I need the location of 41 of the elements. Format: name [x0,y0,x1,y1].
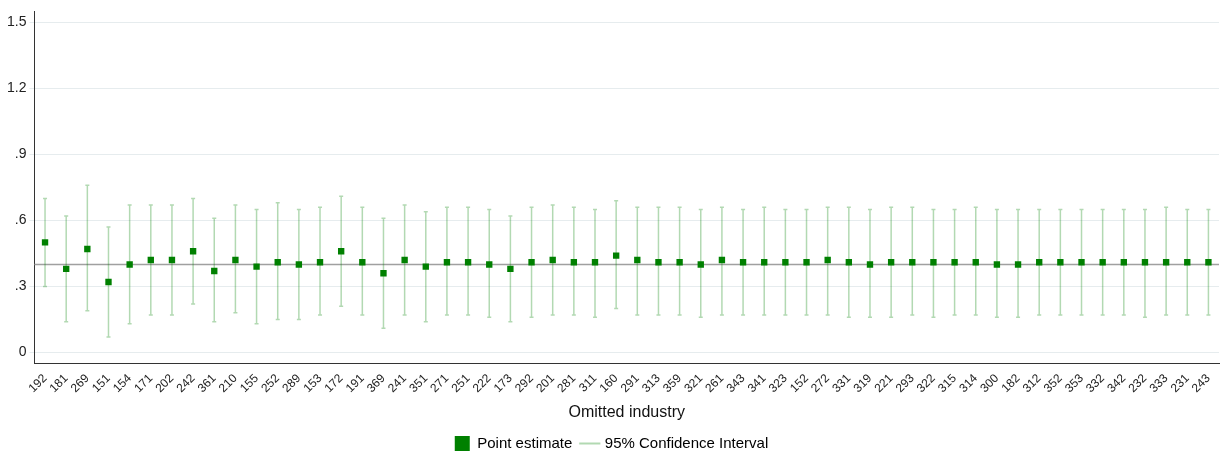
y-tick-label: 1.5 [6,13,27,30]
point [803,259,810,266]
point [232,256,239,264]
x-axis-title: Omitted industry [568,402,685,420]
y-tick-label: 1.2 [6,79,27,96]
y-tick-label: .3 [14,277,27,294]
point [380,270,387,277]
point [105,278,112,286]
point [359,259,366,266]
point [782,259,789,266]
point [295,261,303,268]
point [1099,259,1106,266]
point [930,259,937,266]
point [41,239,49,246]
y-tick-label: .6 [14,211,27,228]
point [486,261,493,268]
point [253,263,260,270]
legend-label: Point estimate [477,433,573,451]
point [1078,259,1085,266]
point [993,261,1001,268]
point [211,267,218,275]
point [676,259,683,266]
point [697,261,704,268]
point [655,259,662,266]
point [1014,261,1022,268]
point [84,245,91,253]
y-tick-label: 0 [18,343,27,360]
point [866,261,874,268]
point [612,252,620,259]
point [422,263,429,270]
point [739,259,747,266]
y-tick-label: .9 [14,145,27,162]
point [1205,259,1212,266]
point [126,261,133,268]
point [1057,259,1064,266]
point [951,259,958,266]
text: 95% Confidence Interval [604,433,769,451]
point [401,256,408,264]
point [507,265,514,273]
point [528,259,535,266]
point [824,256,831,264]
